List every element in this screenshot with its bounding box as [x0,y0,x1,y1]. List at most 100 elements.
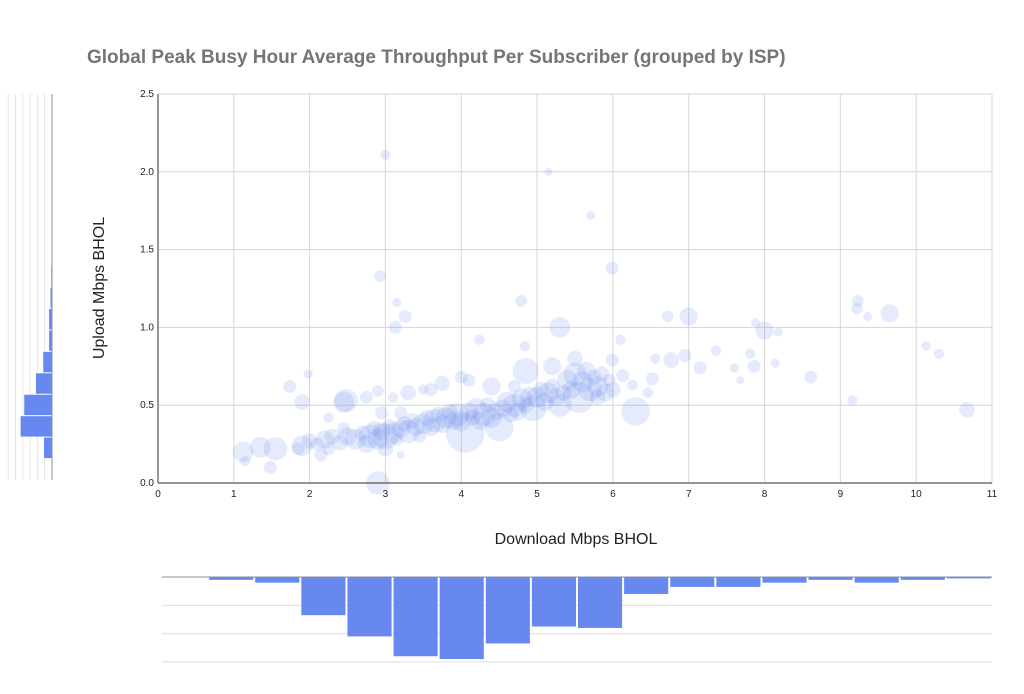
x-tick-label: 9 [838,489,844,500]
bubble [544,167,553,176]
upload-histogram [7,94,53,480]
histogram-bar [24,394,52,416]
bubble [616,369,630,383]
bubble [333,391,355,413]
y-tick-label: 0.5 [140,400,154,411]
bubble [615,334,626,346]
bubble [372,423,399,450]
bubble [314,448,328,462]
bubble [310,437,324,451]
bubble [398,310,412,324]
bubble [744,348,756,360]
histogram-bar [255,577,300,583]
bubble [388,320,402,334]
bubble [515,295,528,307]
bubble [444,411,463,430]
bubble [562,380,581,399]
histogram-bar [49,330,52,351]
bubble [511,388,533,410]
histogram-bar [531,577,576,627]
bubble [627,379,638,391]
bubble [621,397,650,426]
bubble [605,261,619,275]
bubble [419,409,435,426]
histogram-bar [808,577,853,580]
bubble [406,417,425,437]
bubble [693,361,707,375]
x-tick-label: 2 [307,489,313,500]
bubble [555,384,572,401]
histogram-bar [43,437,52,459]
bubble [484,412,514,442]
bubble [344,429,366,450]
bubble [404,412,420,429]
bubble [381,419,398,435]
bubble [520,395,547,422]
bubble [747,359,761,373]
bubble [572,371,593,393]
bubble [445,413,485,453]
histogram-bar [393,577,438,657]
bubble [354,425,371,442]
x-tick-label: 5 [534,489,540,500]
bubble [933,348,945,360]
bubble [586,369,602,385]
bubble [283,380,297,394]
bubble [474,334,485,346]
bubble [512,357,539,384]
bubble [400,384,417,401]
bubble [396,451,405,459]
bubble [390,432,404,446]
bubble [921,341,931,351]
bubble [322,442,336,456]
bubble [567,350,583,367]
bubble [445,402,470,427]
bubble [315,430,334,449]
bubble [382,422,404,444]
bubble [502,393,527,417]
bubble [396,416,413,432]
bubble [375,406,389,420]
bubble [593,366,610,382]
bubble [589,389,606,406]
histogram-bar [854,577,899,583]
x-tick-label: 7 [686,489,692,500]
bubble [586,210,596,220]
bubble [482,377,501,396]
bubble [486,402,505,421]
bubble [387,392,399,403]
bubble [357,435,376,454]
bubble [421,417,441,437]
bubble [374,270,386,282]
bubble [367,429,389,450]
bubble [678,348,692,362]
bubble [239,456,251,467]
histogram-bar [301,577,346,616]
y-tick-label: 0.0 [140,478,154,489]
bubble [863,311,873,322]
bubble [517,397,534,414]
histogram-bar [670,577,715,587]
bubble [301,433,318,449]
histogram-bar [49,308,52,330]
bubble [394,406,408,420]
bubble [538,382,559,404]
bubble [578,377,602,402]
bubble [462,373,476,387]
bubble [602,373,616,387]
histogram-bar [20,416,52,437]
bubble [430,406,447,423]
y-axis-label: Upload Mbps BHOL [91,217,108,359]
bubble [472,402,496,427]
histogram-bar [35,373,52,394]
histogram-bar [347,577,392,637]
bubble [434,375,451,392]
bubble [392,297,402,308]
bubble [372,422,391,441]
bubble [471,411,490,430]
bubble [642,387,653,398]
y-tick-label: 1.0 [140,322,154,333]
download-histogram [162,576,992,663]
bubble [338,427,357,446]
bubble [380,149,391,160]
